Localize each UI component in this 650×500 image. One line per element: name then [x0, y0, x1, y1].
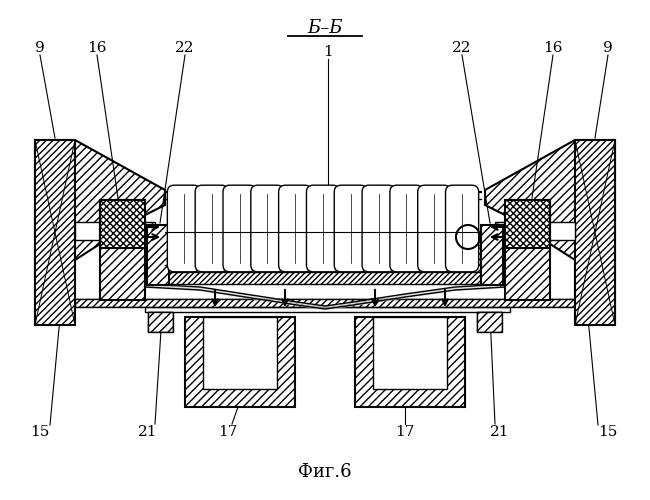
- Text: 15: 15: [598, 425, 618, 439]
- Bar: [148, 312, 173, 332]
- FancyBboxPatch shape: [418, 185, 451, 272]
- FancyBboxPatch shape: [167, 185, 200, 272]
- Bar: [355, 317, 465, 407]
- Bar: [505, 200, 550, 300]
- FancyBboxPatch shape: [251, 185, 284, 272]
- Bar: [505, 200, 550, 248]
- Bar: [145, 245, 505, 272]
- Polygon shape: [35, 140, 165, 325]
- Text: Б–Б: Б–Б: [307, 19, 343, 37]
- Bar: [145, 307, 510, 312]
- Bar: [495, 222, 575, 240]
- Text: Фиг.6: Фиг.6: [298, 463, 352, 481]
- Bar: [75, 299, 575, 307]
- Bar: [75, 222, 155, 240]
- Text: 9: 9: [603, 41, 613, 55]
- Bar: [145, 272, 165, 284]
- FancyBboxPatch shape: [306, 185, 339, 272]
- Text: 22: 22: [176, 41, 195, 55]
- Text: 9: 9: [35, 41, 45, 55]
- Bar: [35, 140, 75, 325]
- Bar: [100, 200, 145, 248]
- FancyBboxPatch shape: [390, 185, 423, 272]
- FancyBboxPatch shape: [195, 185, 228, 272]
- Bar: [477, 312, 502, 332]
- Bar: [100, 200, 145, 300]
- Text: 17: 17: [218, 425, 238, 439]
- Bar: [185, 317, 295, 407]
- FancyBboxPatch shape: [334, 185, 367, 272]
- FancyBboxPatch shape: [445, 185, 478, 272]
- Bar: [148, 312, 173, 332]
- Bar: [75, 299, 575, 307]
- Bar: [481, 225, 503, 285]
- Text: 16: 16: [87, 41, 107, 55]
- Text: 21: 21: [490, 425, 510, 439]
- Text: 16: 16: [543, 41, 563, 55]
- Text: 22: 22: [452, 41, 472, 55]
- FancyBboxPatch shape: [279, 185, 312, 272]
- Bar: [145, 272, 505, 284]
- FancyBboxPatch shape: [362, 185, 395, 272]
- Polygon shape: [485, 140, 615, 325]
- FancyBboxPatch shape: [223, 185, 256, 272]
- Text: 21: 21: [138, 425, 158, 439]
- Bar: [147, 225, 169, 285]
- Bar: [575, 140, 615, 325]
- Text: 15: 15: [31, 425, 49, 439]
- Bar: [477, 312, 502, 332]
- Bar: [203, 317, 277, 389]
- Text: 1: 1: [323, 45, 333, 59]
- Text: 17: 17: [395, 425, 415, 439]
- Bar: [373, 317, 447, 389]
